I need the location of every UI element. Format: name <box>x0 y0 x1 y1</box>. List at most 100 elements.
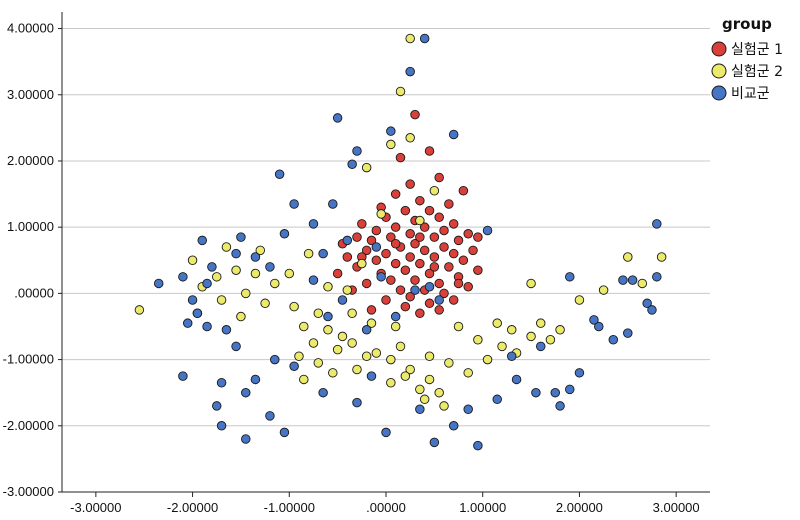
point-series-3 <box>434 295 444 305</box>
point-series-2 <box>395 86 406 97</box>
point-series-1 <box>395 152 406 163</box>
point-series-2 <box>376 209 386 219</box>
point-series-3 <box>342 235 353 246</box>
point-series-1 <box>439 288 449 299</box>
point-series-1 <box>463 229 473 239</box>
point-series-3 <box>289 199 299 209</box>
point-series-1 <box>366 305 377 315</box>
y-tick-label: -1.00000 <box>3 352 54 367</box>
x-tick-label: 1.00000 <box>459 500 506 515</box>
point-series-2 <box>221 242 232 252</box>
point-series-1 <box>444 199 454 209</box>
point-series-3 <box>265 262 275 272</box>
point-series-1 <box>424 146 435 156</box>
point-series-1 <box>434 212 444 222</box>
point-series-1 <box>357 219 367 229</box>
point-series-2 <box>424 351 435 362</box>
y-tick-label: -2.00000 <box>3 418 54 433</box>
point-series-2 <box>623 252 633 262</box>
point-series-3 <box>361 325 372 335</box>
point-series-1 <box>352 232 362 242</box>
point-series-3 <box>448 421 459 431</box>
point-series-2 <box>371 348 382 358</box>
point-series-3 <box>337 295 348 305</box>
point-series-2 <box>134 305 145 315</box>
point-series-1 <box>453 235 464 246</box>
point-series-1 <box>410 238 420 249</box>
point-series-1 <box>410 109 420 120</box>
point-series-2 <box>637 278 648 289</box>
point-series-3 <box>492 394 502 405</box>
point-series-2 <box>492 318 502 328</box>
point-series-3 <box>531 387 541 398</box>
point-series-3 <box>308 275 319 285</box>
point-series-3 <box>565 384 575 395</box>
point-series-3 <box>216 421 227 431</box>
point-series-3 <box>250 374 261 385</box>
y-tick-label: 4.00000 <box>7 21 54 36</box>
point-series-3 <box>463 404 473 414</box>
point-series-3 <box>323 311 333 322</box>
point-series-1 <box>439 242 449 252</box>
point-series-2 <box>555 325 565 335</box>
point-series-1 <box>424 268 435 279</box>
point-series-3 <box>511 374 522 385</box>
point-series-3 <box>187 295 198 305</box>
point-series-2 <box>497 341 507 352</box>
point-series-1 <box>434 278 444 289</box>
point-series-2 <box>429 186 440 196</box>
point-series-2 <box>299 321 309 332</box>
point-series-2 <box>313 308 324 318</box>
point-series-1 <box>429 232 440 242</box>
point-series-3 <box>429 437 440 448</box>
point-series-2 <box>400 371 411 381</box>
point-series-2 <box>545 334 556 345</box>
point-series-2 <box>390 321 401 332</box>
point-series-1 <box>415 308 425 318</box>
point-series-3 <box>352 397 362 408</box>
point-series-2 <box>439 401 449 411</box>
point-series-3 <box>419 33 430 44</box>
point-series-1 <box>381 295 391 305</box>
point-series-3 <box>279 427 290 438</box>
point-series-2 <box>415 384 425 395</box>
point-series-3 <box>178 371 188 381</box>
legend-label-1: 실험군 1 <box>731 42 783 58</box>
point-series-3 <box>535 341 546 352</box>
point-series-3 <box>473 440 483 451</box>
point-series-3 <box>652 272 662 282</box>
point-series-3 <box>506 351 517 362</box>
point-series-3 <box>241 434 251 444</box>
point-series-2 <box>386 354 396 365</box>
point-series-2 <box>241 288 251 299</box>
point-series-3 <box>211 401 222 411</box>
point-series-1 <box>429 252 440 262</box>
point-series-2 <box>303 248 314 259</box>
point-series-1 <box>473 265 483 275</box>
point-series-3 <box>366 371 377 381</box>
point-series-2 <box>598 285 609 295</box>
point-series-3 <box>216 378 227 388</box>
point-series-1 <box>405 291 415 302</box>
point-series-2 <box>453 321 464 332</box>
point-series-2 <box>352 364 362 375</box>
point-series-2 <box>357 258 367 269</box>
point-series-3 <box>231 248 241 259</box>
point-series-3 <box>482 225 493 236</box>
point-series-3 <box>279 229 290 239</box>
point-series-2 <box>361 351 372 362</box>
point-series-3 <box>565 272 575 282</box>
point-series-2 <box>347 308 357 318</box>
point-series-3 <box>550 387 561 398</box>
point-series-1 <box>419 245 430 256</box>
point-series-1 <box>419 222 430 232</box>
point-series-2 <box>386 378 396 388</box>
point-series-1 <box>361 278 372 289</box>
point-series-2 <box>294 351 304 362</box>
point-series-3 <box>608 334 619 345</box>
point-series-2 <box>289 301 299 312</box>
point-series-1 <box>448 295 459 305</box>
legend-marker-2 <box>711 63 727 79</box>
point-series-1 <box>405 252 415 262</box>
point-series-1 <box>405 229 415 239</box>
